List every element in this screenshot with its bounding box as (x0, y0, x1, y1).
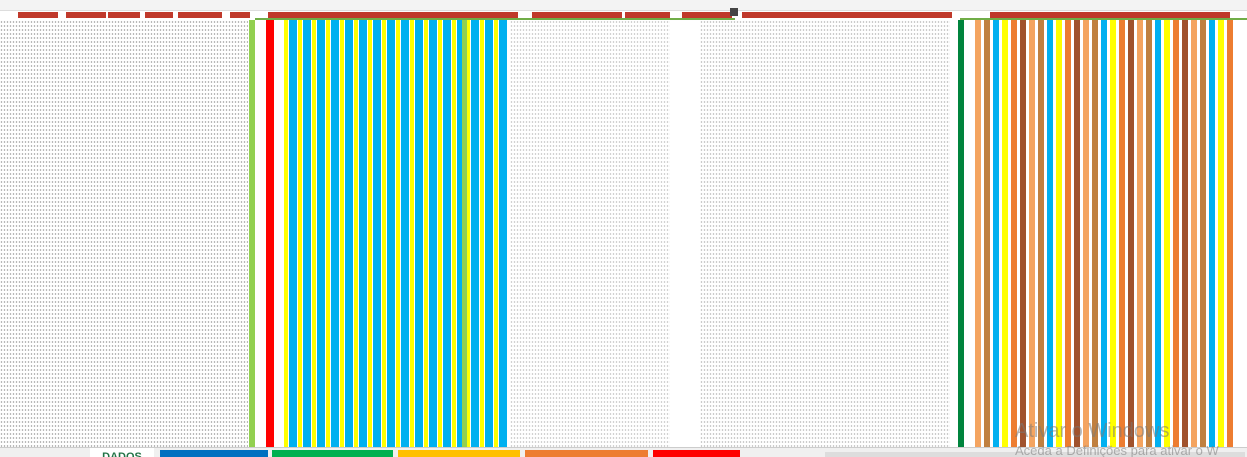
header-cell (18, 12, 58, 18)
column-fill (1191, 20, 1197, 447)
column-fill (1011, 20, 1017, 447)
column-fill (401, 20, 409, 447)
column-fill (993, 20, 999, 447)
column-fill (1119, 20, 1125, 447)
column-fill (1083, 20, 1089, 447)
column-fill (1074, 20, 1080, 447)
column-fill (345, 20, 353, 447)
column-fill (284, 20, 288, 447)
column-fill (1164, 20, 1170, 447)
cell-text (700, 20, 950, 447)
sheet-tab[interactable] (653, 450, 740, 457)
header-cell (990, 12, 1230, 18)
column-fill (1227, 20, 1233, 447)
column-fill (462, 20, 467, 447)
column-fill (1128, 20, 1134, 447)
sheet-tab[interactable] (160, 450, 268, 457)
column-fill (354, 20, 358, 447)
tab-bar: DADOS (0, 447, 1247, 457)
column-fill (1002, 20, 1008, 447)
column-fill (1218, 20, 1224, 447)
column-fill (984, 20, 990, 447)
column-fill (452, 20, 456, 447)
header-cell (230, 12, 250, 18)
column-fill (1056, 20, 1062, 447)
column-header-row (0, 0, 1247, 11)
column-fill (494, 20, 498, 447)
column-fill (1200, 20, 1206, 447)
header-cell (178, 12, 200, 18)
sheet-tab[interactable] (525, 450, 648, 457)
header-cell (625, 12, 670, 18)
column-fill (1182, 20, 1188, 447)
cell-text (0, 20, 248, 447)
column-fill (1209, 20, 1215, 447)
column-fill (480, 20, 484, 447)
column-fill (317, 20, 325, 447)
column-fill (312, 20, 316, 447)
header-cell (108, 12, 140, 18)
column-fill (1110, 20, 1116, 447)
column-fill (1065, 20, 1071, 447)
column-fill (429, 20, 437, 447)
column-fill (415, 20, 423, 447)
column-fill (443, 20, 451, 447)
column-fill (249, 20, 255, 447)
sheet-tab[interactable]: DADOS (90, 448, 154, 457)
column-fill (1146, 20, 1152, 447)
watermark-subtitle: Aceda a Definições para ativar o W (1015, 443, 1219, 457)
watermark-title: Ativar o Windows (1015, 420, 1170, 442)
sheet-tab[interactable] (272, 450, 393, 457)
column-fill (298, 20, 302, 447)
scroll-bar[interactable] (825, 452, 1245, 457)
column-fill (1020, 20, 1026, 447)
column-fill (1173, 20, 1179, 447)
column-fill (438, 20, 442, 447)
header-row (0, 12, 1247, 19)
header-cell (730, 8, 738, 16)
column-fill (1038, 20, 1044, 447)
column-fill (331, 20, 339, 447)
column-fill (382, 20, 386, 447)
header-underline (960, 18, 1247, 20)
column-fill (368, 20, 372, 447)
column-fill (373, 20, 381, 447)
column-fill (485, 20, 493, 447)
column-fill (466, 20, 470, 447)
header-cell (268, 12, 518, 18)
column-fill (303, 20, 311, 447)
column-fill (1029, 20, 1035, 447)
column-fill (410, 20, 414, 447)
column-fill (1047, 20, 1053, 447)
column-fill (457, 20, 465, 447)
column-fill (340, 20, 344, 447)
header-cell (742, 12, 952, 18)
cell-text (510, 20, 670, 447)
header-cell (682, 12, 732, 18)
column-fill (958, 20, 964, 447)
column-fill (266, 20, 274, 447)
column-fill (1155, 20, 1161, 447)
column-fill (326, 20, 330, 447)
header-cell (145, 12, 173, 18)
column-fill (289, 20, 297, 447)
column-fill (424, 20, 428, 447)
header-underline (255, 18, 735, 20)
column-fill (1101, 20, 1107, 447)
column-fill (1092, 20, 1098, 447)
header-cell (200, 12, 222, 18)
column-fill (396, 20, 400, 447)
column-fill (499, 20, 507, 447)
column-fill (359, 20, 367, 447)
header-cell (532, 12, 622, 18)
column-fill (975, 20, 981, 447)
column-fill (387, 20, 395, 447)
sheet-tab[interactable] (398, 450, 520, 457)
column-fill (1137, 20, 1143, 447)
header-cell (66, 12, 106, 18)
column-fill (471, 20, 479, 447)
